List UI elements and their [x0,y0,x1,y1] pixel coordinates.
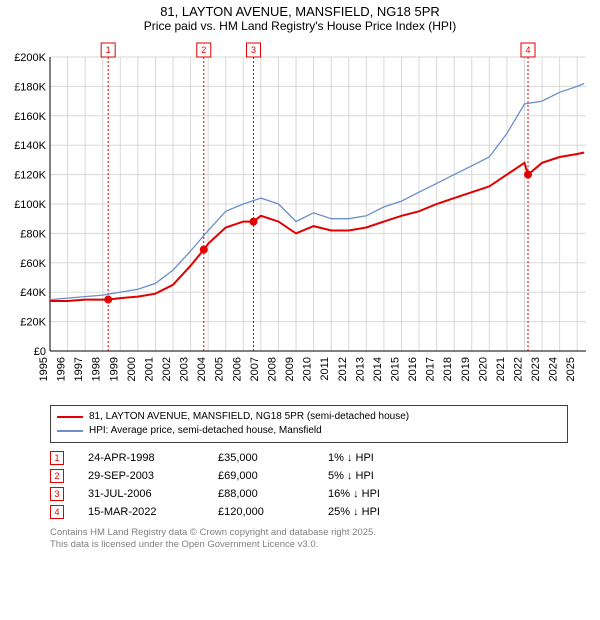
event-date: 31-JUL-2006 [88,488,218,500]
x-tick-label: 2000 [126,357,138,381]
event-row: 3 31-JUL-2006£88,00016% ↓ HPI [50,485,568,503]
y-tick-label: £160K [14,111,46,123]
x-tick-label: 2004 [196,357,208,381]
y-tick-label: £60K [20,258,46,270]
y-tick-label: £140K [14,140,46,152]
legend-swatch [57,430,83,431]
x-tick-label: 2018 [442,357,454,381]
legend-label: HPI: Average price, semi-detached house,… [89,424,322,438]
x-tick-label: 2015 [389,357,401,381]
x-tick-label: 2021 [495,357,507,381]
x-tick-label: 2011 [319,357,331,381]
x-tick-label: 2022 [512,357,524,381]
footnote: Contains HM Land Registry data © Crown c… [50,527,568,552]
event-marker: 3 [50,487,64,501]
x-tick-label: 1995 [38,357,50,381]
x-tick-label: 2023 [530,357,542,381]
event-change: 5% ↓ HPI [328,470,568,482]
x-tick-label: 2002 [161,357,173,381]
x-tick-label: 2013 [354,357,366,381]
event-change: 1% ↓ HPI [328,452,568,464]
x-tick-label: 2008 [266,357,278,381]
event-row: 2 29-SEP-2003£69,0005% ↓ HPI [50,467,568,485]
x-tick-label: 1998 [91,357,103,381]
chart-area: £0 £20K £40K £60K £80K £100K £120K £140K £160K £1… [0,39,600,399]
events-table: 124-APR-1998£35,0001% ↓ HPI229-SEP-2003£… [50,449,568,521]
legend-swatch [57,416,83,418]
event-change: 25% ↓ HPI [328,506,568,518]
y-tick-label: £40K [20,287,46,299]
x-tick-label: 2010 [302,357,314,381]
x-tick-label: 2024 [548,357,560,381]
event-date: 29-SEP-2003 [88,470,218,482]
event-marker: 2 [50,469,64,483]
line-chart: £0 £20K £40K £60K £80K £100K £120K £140K £160K £1… [0,39,600,399]
event-marker-label: 1 [106,45,111,55]
event-marker-label: 3 [251,45,256,55]
chart-title-subtitle: Price paid vs. HM Land Registry's House … [0,19,600,33]
x-tick-label: 2006 [231,357,243,381]
x-tick-label: 2001 [143,357,155,381]
event-date: 15-MAR-2022 [88,506,218,518]
x-tick-label: 1997 [73,357,85,381]
x-tick-label: 2020 [477,357,489,381]
event-marker-label: 4 [525,45,530,55]
y-tick-label: £0 [34,346,46,358]
x-tick-label: 2017 [425,357,437,381]
x-tick-label: 2012 [337,357,349,381]
legend-row: HPI: Average price, semi-detached house,… [57,424,561,438]
chart-title-address: 81, LAYTON AVENUE, MANSFIELD, NG18 5PR [0,4,600,19]
x-tick-label: 2014 [372,357,384,381]
y-tick-label: £200K [14,52,46,64]
x-tick-label: 2025 [565,357,577,381]
x-tick-label: 2007 [249,357,261,381]
y-tick-label: £180K [14,81,46,93]
y-tick-label: £100K [14,199,46,211]
event-price: £69,000 [218,470,328,482]
footnote-line1: Contains HM Land Registry data © Crown c… [50,527,568,539]
event-price: £120,000 [218,506,328,518]
event-marker: 1 [50,451,64,465]
event-date: 24-APR-1998 [88,452,218,464]
x-tick-label: 1999 [108,357,120,381]
x-tick-label: 2003 [179,357,191,381]
x-tick-label: 1996 [56,357,68,381]
y-tick-label: £80K [20,228,46,240]
x-tick-label: 2009 [284,357,296,381]
event-marker: 4 [50,505,64,519]
y-tick-label: £120K [14,170,46,182]
event-price: £35,000 [218,452,328,464]
event-row: 4 15-MAR-2022£120,00025% ↓ HPI [50,503,568,521]
event-change: 16% ↓ HPI [328,488,568,500]
legend-row: 81, LAYTON AVENUE, MANSFIELD, NG18 5PR (… [57,410,561,424]
legend-label: 81, LAYTON AVENUE, MANSFIELD, NG18 5PR (… [89,410,409,424]
x-tick-label: 2016 [407,357,419,381]
y-tick-label: £20K [20,317,46,329]
event-marker-label: 2 [201,45,206,55]
event-row: 1 24-APR-1998£35,0001% ↓ HPI [50,449,568,467]
event-price: £88,000 [218,488,328,500]
legend: 81, LAYTON AVENUE, MANSFIELD, NG18 5PR (… [50,405,568,443]
x-tick-label: 2005 [214,357,226,381]
footnote-line2: This data is licensed under the Open Gov… [50,539,568,551]
x-tick-label: 2019 [460,357,472,381]
